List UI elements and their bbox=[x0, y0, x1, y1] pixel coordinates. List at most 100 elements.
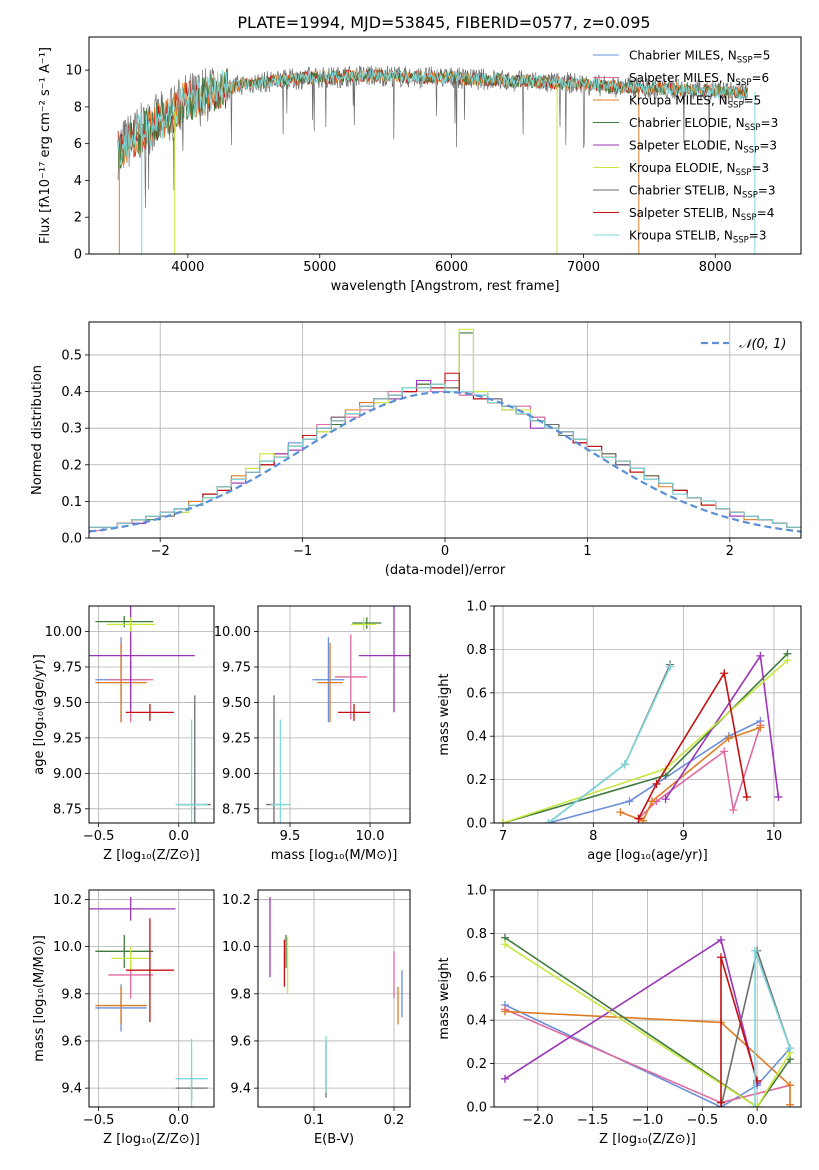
legend-label-sub: SSP bbox=[737, 56, 753, 66]
weight-marker-salpeter-miles bbox=[720, 747, 729, 756]
x-axis-label: Z [log₁₀(Z/Z⊙)] bbox=[103, 848, 200, 863]
weight-marker-kroupa-stelib bbox=[620, 760, 629, 769]
x-tick-label: 7 bbox=[499, 829, 507, 844]
weight-marker-salpeter-elodie bbox=[500, 1074, 509, 1083]
y-tick-label: 8.75 bbox=[222, 802, 251, 817]
y-tick-label: 0.8 bbox=[466, 643, 487, 658]
legend-label-text: Kroupa ELODIE, N bbox=[629, 161, 736, 175]
y-tick-label: 9.4 bbox=[230, 1082, 251, 1097]
y-tick-label: 4 bbox=[74, 174, 82, 189]
weight-marker-kroupa-miles bbox=[648, 797, 657, 806]
y-tick-label: 8.75 bbox=[53, 802, 82, 817]
x-tick-label: 7000 bbox=[567, 260, 600, 275]
y-tick-label: 10 bbox=[65, 64, 82, 79]
x-axis-label: Z [log₁₀(Z/Z⊙)] bbox=[103, 1132, 200, 1147]
y-tick-label: 9.4 bbox=[61, 1082, 82, 1097]
axes-frame bbox=[88, 36, 802, 255]
legend-label-text: Chabrier ELODIE, N bbox=[629, 116, 745, 130]
y-axis-label: Normed distribution bbox=[30, 365, 45, 495]
legend-label-salpeter-elodie: Salpeter ELODIE, NSSP=3 bbox=[629, 139, 777, 156]
x-axis-label: wavelength [Angstrom, rest frame] bbox=[331, 279, 560, 294]
x-tick-label: 0.0 bbox=[168, 829, 189, 844]
x-tick-label: 10.0 bbox=[356, 829, 385, 844]
weight-marker-kroupa-miles bbox=[756, 723, 765, 732]
y-axis-label: mass weight bbox=[437, 957, 452, 1039]
plot-area bbox=[499, 649, 792, 823]
weight-line-kroupa-elodie bbox=[502, 659, 789, 823]
model-line-kroupa-stelib bbox=[117, 68, 749, 166]
x-tick-label: 0.1 bbox=[304, 1113, 325, 1128]
y-tick-label: 9.8 bbox=[61, 987, 82, 1002]
y-tick-label: 0.2 bbox=[466, 1057, 487, 1072]
weight-marker-salpeter-stelib bbox=[716, 953, 725, 962]
axes-frame bbox=[257, 605, 411, 824]
legend-label-suffix: =4 bbox=[757, 206, 775, 220]
y-tick-label: 10.2 bbox=[222, 893, 251, 908]
x-tick-label: 10 bbox=[766, 829, 783, 844]
y-tick-label: 0.5 bbox=[61, 348, 82, 363]
legend-label-suffix: =3 bbox=[751, 161, 769, 175]
legend-label-text: Kroupa MILES, N bbox=[629, 94, 728, 108]
weight-marker-kroupa-miles bbox=[786, 1100, 795, 1107]
legend-label-suffix: =3 bbox=[759, 139, 777, 153]
y-tick-label: 1.0 bbox=[466, 884, 487, 899]
axes-frame bbox=[88, 889, 215, 1108]
chart-spectrum: 4000 5000 6000 7000 8000 0 2 4 6 8 10 wavelength [A… bbox=[38, 36, 802, 294]
chart-mass-vs-ebv: 0.1 0.2 9.4 9.6 9.8 10.0 10.2 E(B-V) bbox=[222, 889, 411, 1147]
x-tick-label: −2 bbox=[151, 544, 170, 559]
x-tick-label: 8 bbox=[589, 829, 597, 844]
axes-frame bbox=[88, 605, 215, 824]
y-tick-label: 9.75 bbox=[53, 660, 82, 675]
chart-weight-vs-Z: −2.0 −1.5 −1.0 −0.5 0.0 0.0 0.2 0.4 0.6 0.8 1.0 Z [… bbox=[437, 884, 802, 1147]
x-axis-label: E(B-V) bbox=[314, 1132, 354, 1147]
x-tick-label: 0 bbox=[441, 544, 449, 559]
y-tick-label: 0.6 bbox=[466, 970, 487, 985]
weight-marker-kroupa-stelib bbox=[786, 1044, 795, 1053]
y-tick-label: 9.8 bbox=[230, 987, 251, 1002]
legend-label-suffix: =3 bbox=[749, 229, 767, 243]
legend-label-sub: SSP bbox=[736, 78, 752, 88]
x-axis-label: mass [log₁₀(M/M⊙)] bbox=[271, 848, 398, 863]
weight-marker-kroupa-elodie bbox=[753, 1103, 762, 1107]
weight-line-kroupa-miles bbox=[620, 726, 761, 822]
legend-label-text: Salpeter ELODIE, N bbox=[629, 139, 743, 153]
y-tick-label: 6 bbox=[74, 137, 82, 152]
plot-area bbox=[269, 897, 403, 1098]
weight-line-chabrier-elodie bbox=[504, 937, 791, 1107]
y-axis-label: age [log₁₀(age/yr)] bbox=[32, 654, 47, 775]
weight-marker-kroupa-miles bbox=[786, 1081, 795, 1090]
chart-age-vs-Z: −0.5 0.0 8.75 9.00 9.25 9.50 9.75 10.00 Z [log₁₀… bbox=[32, 605, 215, 863]
weight-marker-kroupa-miles bbox=[500, 1007, 509, 1016]
y-tick-label: 0.0 bbox=[466, 1101, 487, 1116]
legend-label-normal: 𝒩(0, 1) bbox=[739, 337, 786, 352]
x-tick-label: 5000 bbox=[303, 260, 336, 275]
legend-label-kroupa-elodie: Kroupa ELODIE, NSSP=3 bbox=[629, 161, 769, 178]
chart-age-vs-mass: 9.5 10.0 8.75 9.00 9.25 9.50 9.75 10.00 mass [lo… bbox=[214, 605, 411, 863]
legend-label-suffix: =3 bbox=[761, 116, 779, 130]
y-tick-label: 0.2 bbox=[466, 773, 487, 788]
weight-marker-kroupa-elodie bbox=[499, 819, 508, 823]
legend-label-suffix: =5 bbox=[753, 49, 771, 63]
x-tick-label: 0.0 bbox=[168, 1113, 189, 1128]
x-tick-label: 8000 bbox=[699, 260, 732, 275]
weight-marker-salpeter-elodie bbox=[756, 651, 765, 660]
x-tick-label: 0.2 bbox=[384, 1113, 405, 1128]
y-tick-label: 0.3 bbox=[61, 422, 82, 437]
legend-label-sub: SSP bbox=[741, 213, 757, 223]
x-tick-label: 1 bbox=[583, 544, 591, 559]
x-tick-label: −1.0 bbox=[632, 1113, 664, 1128]
weight-marker-salpeter-stelib bbox=[652, 779, 661, 788]
y-tick-label: 0.8 bbox=[466, 927, 487, 942]
weight-marker-salpeter-stelib bbox=[742, 792, 751, 801]
y-tick-label: 0.4 bbox=[466, 730, 487, 745]
axes-frame bbox=[493, 889, 802, 1108]
plot-area bbox=[89, 606, 211, 823]
legend-label-suffix: =6 bbox=[751, 71, 769, 85]
axes-frame bbox=[493, 605, 802, 824]
y-tick-label: 10.0 bbox=[222, 940, 251, 955]
y-tick-label: 0.0 bbox=[466, 817, 487, 832]
weight-marker-kroupa-stelib bbox=[750, 946, 759, 955]
plot-area bbox=[89, 328, 801, 533]
x-tick-label: −0.5 bbox=[83, 829, 115, 844]
